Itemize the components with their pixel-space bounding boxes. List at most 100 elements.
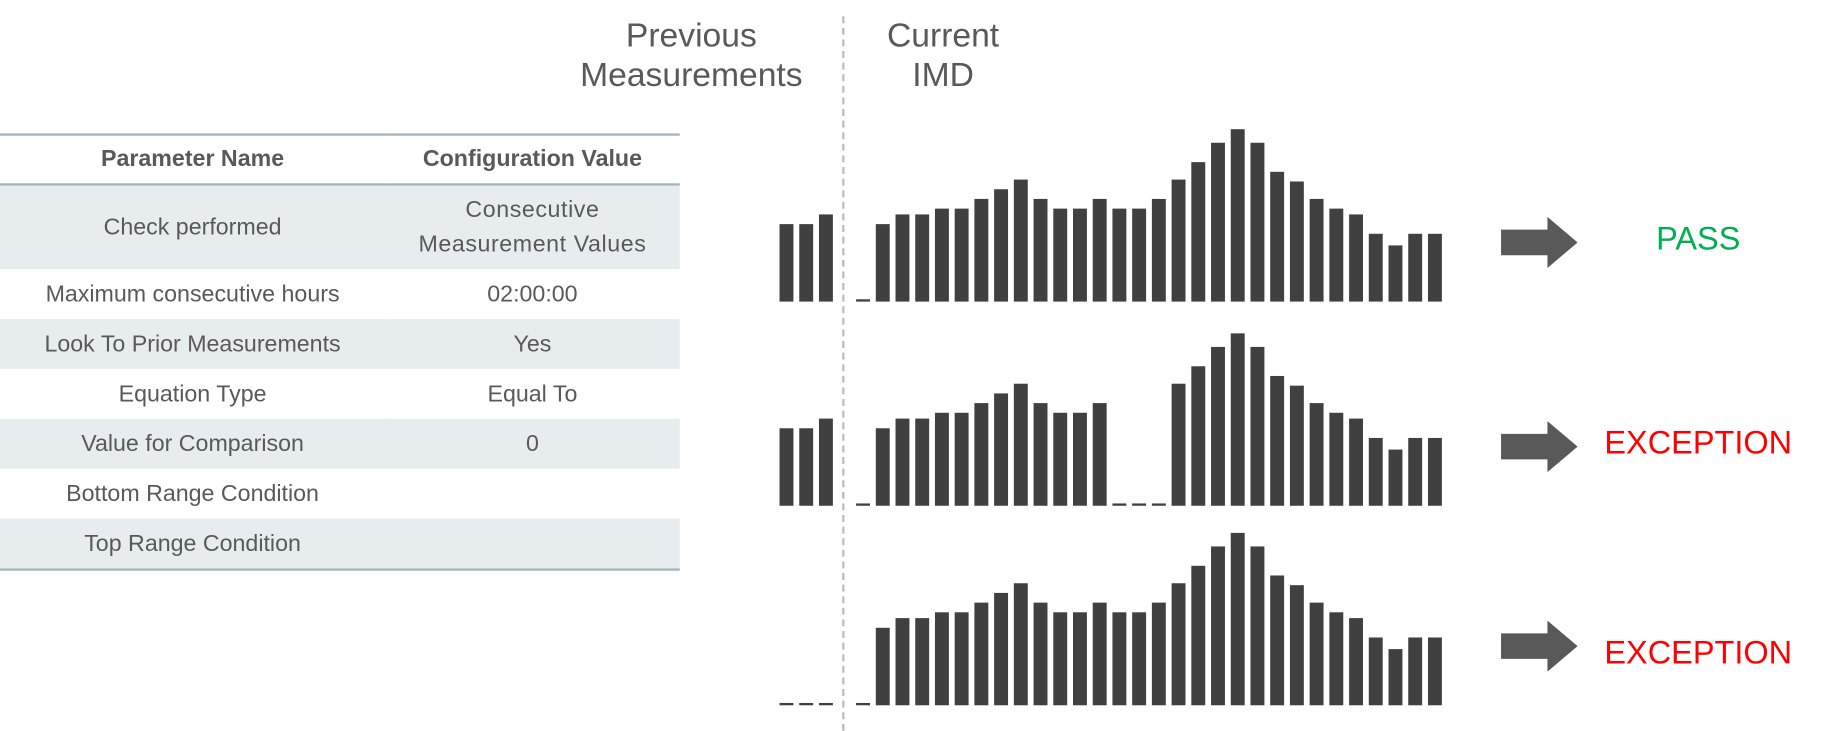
- current-measurement-bar-empty: [856, 299, 870, 302]
- current-measurement-bar: [1073, 412, 1087, 506]
- current-measurement-bar: [1427, 437, 1442, 506]
- previous-measurement-bar: [799, 224, 814, 302]
- current-measurement-bar: [1132, 208, 1147, 302]
- current-measurement-bar: [1427, 233, 1442, 302]
- current-measurement-bar: [1309, 198, 1324, 302]
- current-measurement-bar: [1368, 233, 1383, 302]
- current-measurement-bar: [1427, 637, 1442, 706]
- table-row: Value for Comparison 0: [0, 418, 680, 469]
- current-measurement-bar-empty: [856, 702, 870, 706]
- current-measurement-bar: [1349, 214, 1363, 302]
- current-measurement-bar: [1013, 583, 1028, 706]
- current-measurement-bar: [1230, 532, 1245, 706]
- current-measurement-bar-empty: [1151, 503, 1166, 506]
- current-measurement-bar: [974, 403, 989, 506]
- table-row: Bottom Range Condition: [0, 469, 680, 519]
- table-row: Check performed Consecutive Measurement …: [0, 184, 680, 270]
- right-arrow-icon: [1501, 421, 1578, 473]
- current-measurement-bar: [994, 189, 1009, 302]
- parameter-name-cell: Check performed: [0, 184, 386, 270]
- current-measurement-bar: [1289, 585, 1304, 706]
- current-measurement-bar: [875, 428, 890, 506]
- current-measurement-bar: [1329, 612, 1344, 706]
- current-measurement-bar: [1033, 602, 1048, 706]
- current-measurement-bar: [1211, 346, 1225, 506]
- current-measurement-bar: [875, 224, 890, 302]
- previous-measurement-bar-empty: [779, 702, 794, 706]
- parameter-name-cell: Maximum consecutive hours: [45, 281, 340, 307]
- current-measurement-bar: [1132, 612, 1147, 706]
- previous-measurement-bar-empty: [818, 702, 833, 706]
- current-measurement-bar: [1349, 418, 1363, 506]
- current-measurement-bar: [954, 412, 969, 506]
- current-measurement-bar: [1368, 637, 1383, 706]
- current-measurement-bar: [1073, 208, 1087, 302]
- current-measurement-bar: [1171, 583, 1186, 706]
- current-measurement-bar-empty: [856, 503, 870, 506]
- current-measurement-bar: [934, 208, 949, 302]
- current-measurement-bar: [1211, 546, 1225, 706]
- time-divider-line: [842, 16, 845, 731]
- current-measurement-bar: [1329, 208, 1344, 302]
- current-measurement-bar: [1230, 129, 1245, 302]
- current-measurement-bar: [1013, 179, 1028, 302]
- result-label-exception: EXCEPTION: [1604, 424, 1793, 461]
- column-header-parameter-name: Parameter Name: [0, 134, 386, 186]
- current-measurement-bar: [934, 412, 949, 506]
- current-measurement-bar: [1309, 602, 1324, 706]
- current-measurement-bar: [1289, 181, 1304, 302]
- current-measurement-bar: [954, 208, 969, 302]
- current-measurement-bar: [1289, 385, 1304, 506]
- table-row: Maximum consecutive hours 02:00:00: [0, 269, 680, 319]
- current-measurement-bar: [895, 214, 910, 302]
- current-measurement-bar: [1191, 162, 1206, 302]
- configuration-value-cell: Equal To: [487, 381, 578, 407]
- current-measurement-bar: [1013, 383, 1028, 506]
- table-row: Top Range Condition: [0, 518, 680, 570]
- current-measurement-bar: [1151, 602, 1166, 706]
- current-measurement-bar: [1112, 612, 1127, 706]
- parameter-name-cell: Top Range Condition: [0, 518, 386, 570]
- current-measurement-bar: [1092, 403, 1107, 506]
- configuration-value-cell: 02:00:00: [487, 281, 578, 307]
- parameter-name-cell: Equation Type: [118, 381, 267, 407]
- current-measurement-bar-empty: [1112, 503, 1127, 506]
- current-measurement-bar: [934, 612, 949, 706]
- current-measurement-bar: [1388, 245, 1403, 302]
- current-measurement-bar: [1112, 208, 1127, 302]
- current-measurement-bar: [1309, 403, 1324, 506]
- configuration-value-cell: Consecutive Measurement Values: [385, 184, 680, 270]
- result-label-pass: PASS: [1656, 220, 1741, 257]
- current-measurement-bar: [1191, 565, 1206, 706]
- current-measurement-bar: [1073, 612, 1087, 706]
- current-measurement-bar: [994, 592, 1009, 706]
- current-measurement-bar: [915, 418, 930, 506]
- current-measurement-bar: [1191, 366, 1206, 506]
- result-label-exception: EXCEPTION: [1604, 634, 1793, 671]
- current-measurement-bar: [1151, 198, 1166, 302]
- previous-measurement-bar: [779, 224, 794, 302]
- current-measurement-bar: [1250, 142, 1265, 302]
- current-measurement-bar: [1092, 198, 1107, 302]
- previous-measurement-bar: [779, 428, 794, 506]
- current-measurement-bar: [1053, 412, 1068, 506]
- current-measurement-bar: [954, 612, 969, 706]
- current-measurement-bar: [1408, 233, 1423, 302]
- current-measurement-bar-empty: [1132, 503, 1147, 506]
- configuration-value-cell: Yes: [385, 319, 680, 369]
- current-measurement-bar: [1230, 333, 1245, 506]
- current-measurement-bar: [1270, 171, 1285, 302]
- current-measurement-bar: [974, 602, 989, 706]
- current-measurement-bar: [915, 214, 930, 302]
- current-measurement-bar: [1270, 575, 1285, 706]
- table-row: Look To Prior Measurements Yes: [0, 319, 680, 369]
- current-measurement-bar: [1250, 546, 1265, 706]
- right-arrow-icon: [1501, 216, 1578, 268]
- current-measurement-bar: [974, 198, 989, 302]
- current-measurement-bar: [1033, 403, 1048, 506]
- previous-measurement-bar: [799, 428, 814, 506]
- current-measurement-bar: [875, 627, 890, 706]
- current-measurement-bar: [895, 418, 910, 506]
- current-measurement-bar: [1171, 179, 1186, 302]
